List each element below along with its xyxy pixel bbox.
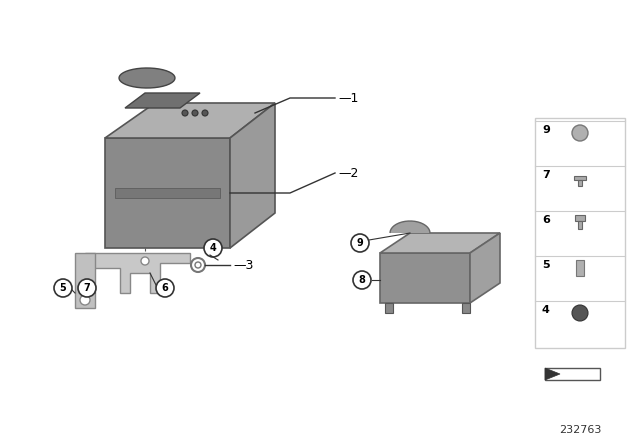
Polygon shape bbox=[545, 368, 600, 380]
Bar bbox=[574, 176, 586, 180]
Circle shape bbox=[78, 279, 96, 297]
Circle shape bbox=[572, 305, 588, 321]
Text: —2: —2 bbox=[338, 167, 358, 180]
Polygon shape bbox=[105, 103, 275, 138]
Polygon shape bbox=[230, 103, 275, 248]
Polygon shape bbox=[380, 253, 470, 303]
Polygon shape bbox=[125, 93, 200, 108]
Circle shape bbox=[572, 125, 588, 141]
Circle shape bbox=[202, 110, 208, 116]
Text: 5: 5 bbox=[542, 260, 550, 270]
Polygon shape bbox=[385, 303, 393, 313]
Polygon shape bbox=[119, 68, 175, 88]
Bar bbox=[578, 221, 582, 229]
Text: 8: 8 bbox=[358, 275, 365, 285]
Circle shape bbox=[141, 257, 149, 265]
Bar bbox=[575, 215, 585, 221]
Circle shape bbox=[192, 110, 198, 116]
Polygon shape bbox=[85, 253, 190, 293]
Bar bbox=[535, 118, 625, 348]
Polygon shape bbox=[390, 221, 430, 233]
Circle shape bbox=[182, 110, 188, 116]
Circle shape bbox=[204, 239, 222, 257]
Text: 5: 5 bbox=[60, 283, 67, 293]
Text: —3: —3 bbox=[233, 258, 253, 271]
Polygon shape bbox=[545, 368, 560, 380]
Circle shape bbox=[156, 279, 174, 297]
Polygon shape bbox=[115, 188, 220, 198]
Text: 9: 9 bbox=[356, 238, 364, 248]
Text: 232763: 232763 bbox=[559, 425, 601, 435]
Bar bbox=[576, 260, 584, 276]
Text: 6: 6 bbox=[542, 215, 550, 225]
Polygon shape bbox=[462, 303, 470, 313]
Text: 4: 4 bbox=[542, 305, 550, 315]
Circle shape bbox=[54, 279, 72, 297]
Polygon shape bbox=[105, 138, 230, 248]
Text: —1: —1 bbox=[338, 91, 358, 104]
Circle shape bbox=[80, 295, 90, 305]
Text: 9: 9 bbox=[542, 125, 550, 135]
Text: 7: 7 bbox=[84, 283, 90, 293]
Polygon shape bbox=[470, 233, 500, 303]
Circle shape bbox=[351, 234, 369, 252]
Circle shape bbox=[353, 271, 371, 289]
Text: 6: 6 bbox=[162, 283, 168, 293]
Polygon shape bbox=[380, 233, 500, 253]
Polygon shape bbox=[75, 253, 95, 308]
Circle shape bbox=[191, 258, 205, 272]
Circle shape bbox=[195, 262, 201, 268]
Text: 7: 7 bbox=[542, 170, 550, 180]
Bar bbox=[578, 180, 582, 186]
Text: 4: 4 bbox=[210, 243, 216, 253]
